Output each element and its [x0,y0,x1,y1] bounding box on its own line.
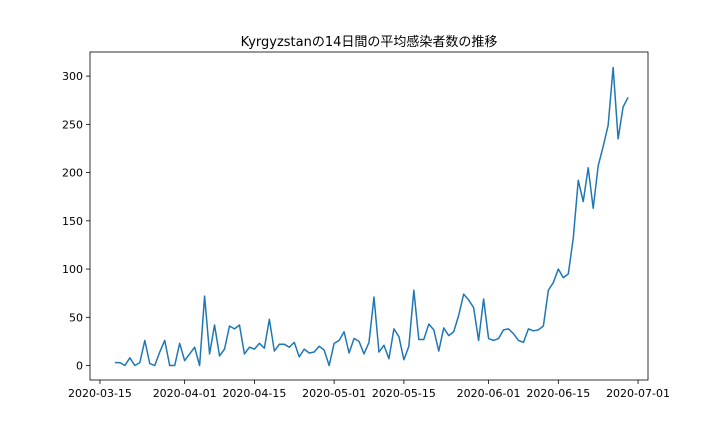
y-tick-label: 150 [62,215,83,228]
x-tick-label: 2020-04-15 [222,387,286,400]
y-tick-label: 0 [76,360,83,373]
y-tick-label: 50 [69,311,83,324]
y-tick-label: 100 [62,263,83,276]
x-tick-label: 2020-05-15 [372,387,436,400]
x-tick-label: 2020-06-15 [526,387,590,400]
series-layer [114,66,629,367]
chart-title: Kyrgyzstanの14日間の平均感染者数の推移 [241,34,498,50]
x-tick-label: 2020-06-01 [457,387,521,400]
x-tick-label: 2020-07-01 [606,387,670,400]
x-tick-label: 2020-05-01 [302,387,366,400]
y-tick-label: 300 [62,70,83,83]
x-tick-label: 2020-03-15 [68,387,132,400]
x-tick-label: 2020-04-01 [153,387,217,400]
plot-frame [89,51,649,381]
y-tick-label: 250 [62,118,83,131]
series-line [114,66,629,367]
y-tick-label: 200 [62,167,83,180]
plot-axes: 0 50 100 150 200 250 300 2020-03-15 2020-04-01 20… [62,51,670,400]
